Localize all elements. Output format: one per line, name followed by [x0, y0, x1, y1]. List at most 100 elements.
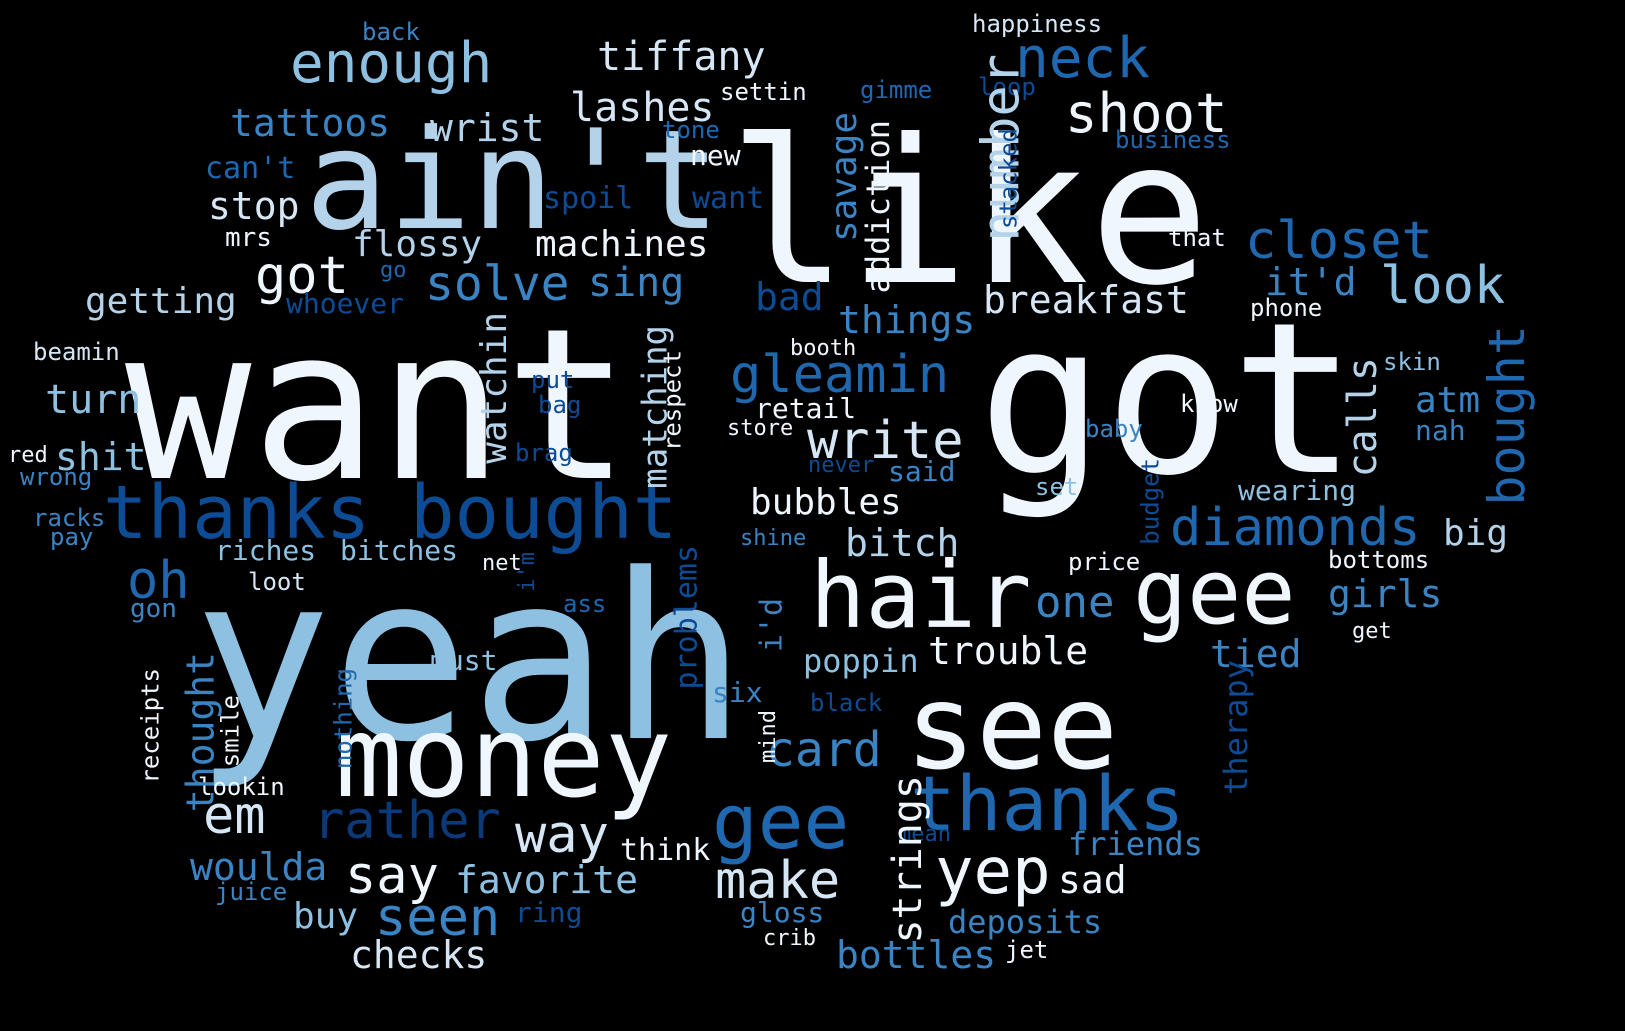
word-brag: brag: [515, 439, 573, 467]
word-smile: smile: [217, 695, 245, 767]
word-buy: buy: [293, 896, 358, 937]
word-machines: machines: [535, 224, 708, 265]
word-shoot: shoot: [1065, 82, 1228, 145]
word-big: big: [1443, 513, 1508, 554]
word-that: that: [1168, 224, 1226, 252]
word-back: back: [362, 18, 420, 46]
word-store: store: [727, 416, 793, 441]
word-strings: strings: [885, 775, 931, 944]
word-retail: retail: [755, 392, 856, 425]
word-deposits: deposits: [948, 903, 1102, 941]
word-bitch: bitch: [845, 521, 959, 565]
word-see: see: [905, 658, 1118, 796]
word-sing: sing: [588, 260, 684, 306]
word-racks: racks: [33, 504, 105, 532]
word-lashes: lashes: [570, 85, 715, 131]
word-nothing: nothing: [330, 668, 358, 769]
word-enough: enough: [290, 31, 492, 96]
word-write: write: [807, 411, 964, 471]
word-shine: shine: [740, 526, 806, 551]
word-loop: loop: [978, 73, 1036, 101]
word-tattoos: tattoos: [230, 101, 390, 145]
word-oh: oh: [127, 551, 190, 611]
word-getting: getting: [85, 281, 237, 322]
word-bottles: bottles: [836, 933, 996, 977]
word-bag: bag: [538, 391, 581, 419]
word-whoever: whoever: [286, 287, 404, 320]
word-gleamin: gleamin: [730, 345, 949, 405]
word-ring: ring: [515, 896, 582, 929]
word-want: want: [692, 181, 764, 216]
word-one: one: [1035, 577, 1114, 628]
word-atm: atm: [1415, 380, 1480, 421]
word-nah: nah: [1415, 414, 1466, 447]
word-seen: seen: [375, 888, 500, 948]
word-mrs: mrs: [225, 223, 272, 253]
word-card: card: [766, 722, 882, 778]
word-said: said: [888, 455, 955, 488]
word-girls: girls: [1328, 572, 1442, 616]
word-solve: solve: [425, 256, 570, 312]
word-look: look: [1380, 256, 1505, 316]
word-poppin: poppin: [803, 642, 919, 680]
word-bitches: bitches: [340, 534, 458, 567]
word-woulda: woulda: [190, 845, 327, 889]
word-thought: thought: [179, 652, 223, 812]
word-wrist: wrist: [430, 106, 544, 150]
word-loot: loot: [248, 568, 306, 596]
word-stop: stop: [208, 184, 300, 228]
word-turn: turn: [45, 377, 141, 423]
word-riches: riches: [215, 534, 316, 567]
word-receipts: receipts: [137, 668, 165, 784]
word-yep: yep: [935, 835, 1051, 909]
word-flossy: flossy: [352, 224, 482, 265]
word-neck: neck: [1015, 26, 1150, 91]
word-like: like: [728, 97, 1210, 330]
word-baby: baby: [1085, 415, 1143, 443]
word-i-d: i'd: [754, 598, 789, 652]
word-gimme: gimme: [860, 76, 932, 104]
word-trouble: trouble: [928, 629, 1088, 673]
word-never: never: [808, 453, 874, 478]
word-checks: checks: [350, 933, 487, 977]
word-tied: tied: [1210, 632, 1302, 676]
word-wrong: wrong: [20, 463, 92, 491]
word-gee: gee: [712, 777, 849, 866]
word-black: black: [810, 689, 883, 717]
word-jet: jet: [1005, 936, 1048, 964]
word-tiffany: tiffany: [597, 34, 766, 80]
word-favorite: favorite: [455, 858, 638, 902]
word-money: money: [335, 693, 672, 823]
word-i-m: i'm: [515, 552, 540, 592]
word-can-t: can't: [205, 151, 295, 186]
word-six: six: [712, 676, 763, 709]
word-go: go: [380, 258, 407, 283]
word-spoil: spoil: [543, 181, 633, 216]
word-mind: mind: [756, 710, 781, 763]
word-gloss: gloss: [740, 896, 824, 929]
word-skin: skin: [1383, 348, 1441, 376]
word-beamin: beamin: [33, 338, 120, 366]
word-crib: crib: [763, 926, 816, 951]
word-got: got: [978, 277, 1357, 522]
word-put: put: [531, 366, 574, 394]
word-make: make: [715, 851, 840, 911]
word-sad: sad: [1058, 858, 1127, 902]
word-friends: friends: [1068, 825, 1203, 863]
word-hair: hair: [810, 542, 1032, 649]
word-must: must: [430, 644, 497, 677]
word-watchin: watchin: [474, 312, 515, 464]
word-know: know: [1180, 390, 1238, 418]
word-new: new: [690, 139, 741, 172]
word-bad: bad: [755, 275, 824, 319]
word-say: say: [345, 846, 439, 906]
word-respect: respect: [659, 350, 687, 451]
word-happiness: happiness: [972, 10, 1102, 38]
word-want: want: [125, 283, 631, 528]
word-closet: closet: [1245, 211, 1433, 271]
word-budget: budget: [1137, 458, 1165, 545]
word-thanks: thanks: [103, 470, 370, 556]
word-booth: booth: [790, 336, 856, 361]
